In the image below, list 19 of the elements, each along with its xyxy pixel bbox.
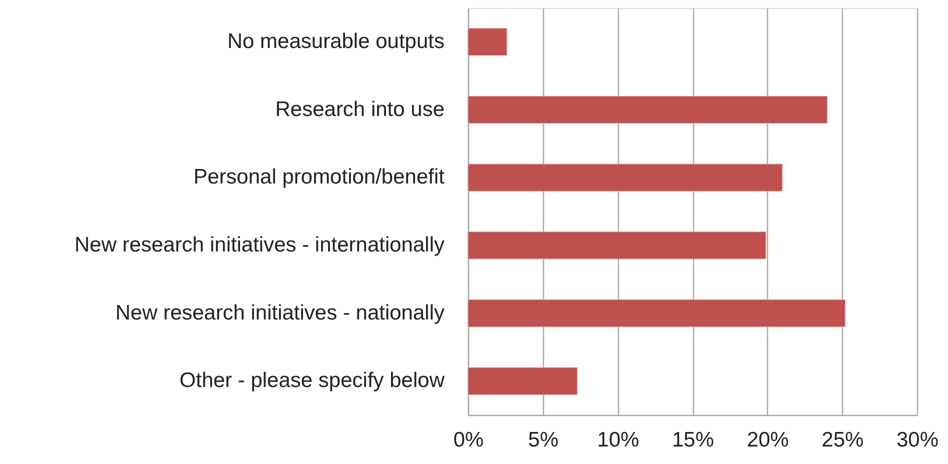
x-tick-label: 15% bbox=[672, 428, 714, 452]
bar bbox=[468, 367, 578, 395]
y-tick-label: Personal promotion/benefit bbox=[194, 166, 445, 189]
y-tick-label: Research into use bbox=[275, 98, 444, 121]
y-tick-label: New research initiatives - nationally bbox=[115, 301, 445, 324]
bar bbox=[468, 232, 766, 260]
bar bbox=[468, 96, 828, 124]
bar bbox=[468, 299, 846, 328]
x-tick-label: 0% bbox=[453, 428, 484, 452]
x-tick-label: 5% bbox=[528, 428, 559, 452]
bar bbox=[468, 28, 508, 56]
y-tick-label: Other - please specify below bbox=[180, 369, 446, 392]
x-tick-label: 25% bbox=[822, 428, 864, 452]
x-tick-label: 30% bbox=[896, 428, 939, 452]
y-tick-label: New research initiatives - internationally bbox=[74, 233, 445, 256]
bar bbox=[468, 164, 783, 192]
x-tick-label: 10% bbox=[597, 428, 640, 452]
y-tick-label: No measurable outputs bbox=[227, 30, 444, 53]
x-tick-label: 20% bbox=[746, 428, 789, 452]
